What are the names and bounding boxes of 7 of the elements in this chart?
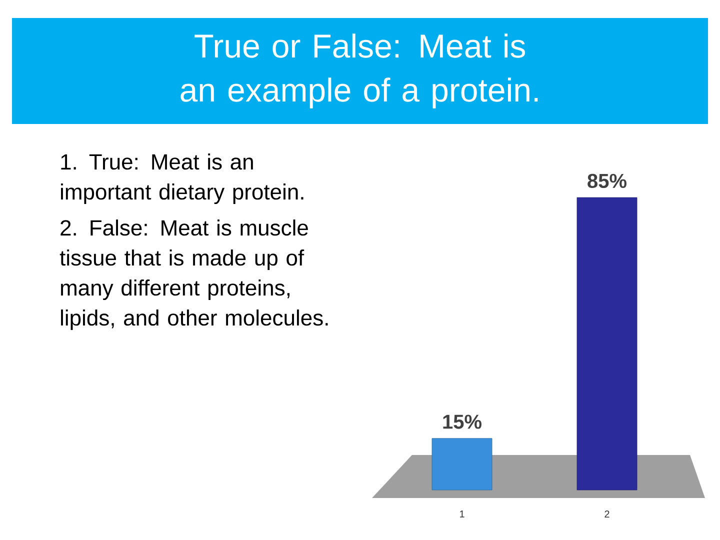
x-tick-label: 2	[604, 510, 610, 518]
text: 2. False: Meat is muscle tissue that is made up of many different proteins, lipids, and other molecules.	[60, 220, 328, 330]
x-tick-label: 1	[460, 510, 464, 518]
text: 1. True: Meat is an important dietary protein.	[61, 154, 304, 204]
data-label: 85%	[588, 174, 626, 188]
chart-title: True or False: Meat is an example of a protein.	[180, 34, 538, 108]
data-label: 15%	[443, 414, 482, 429]
